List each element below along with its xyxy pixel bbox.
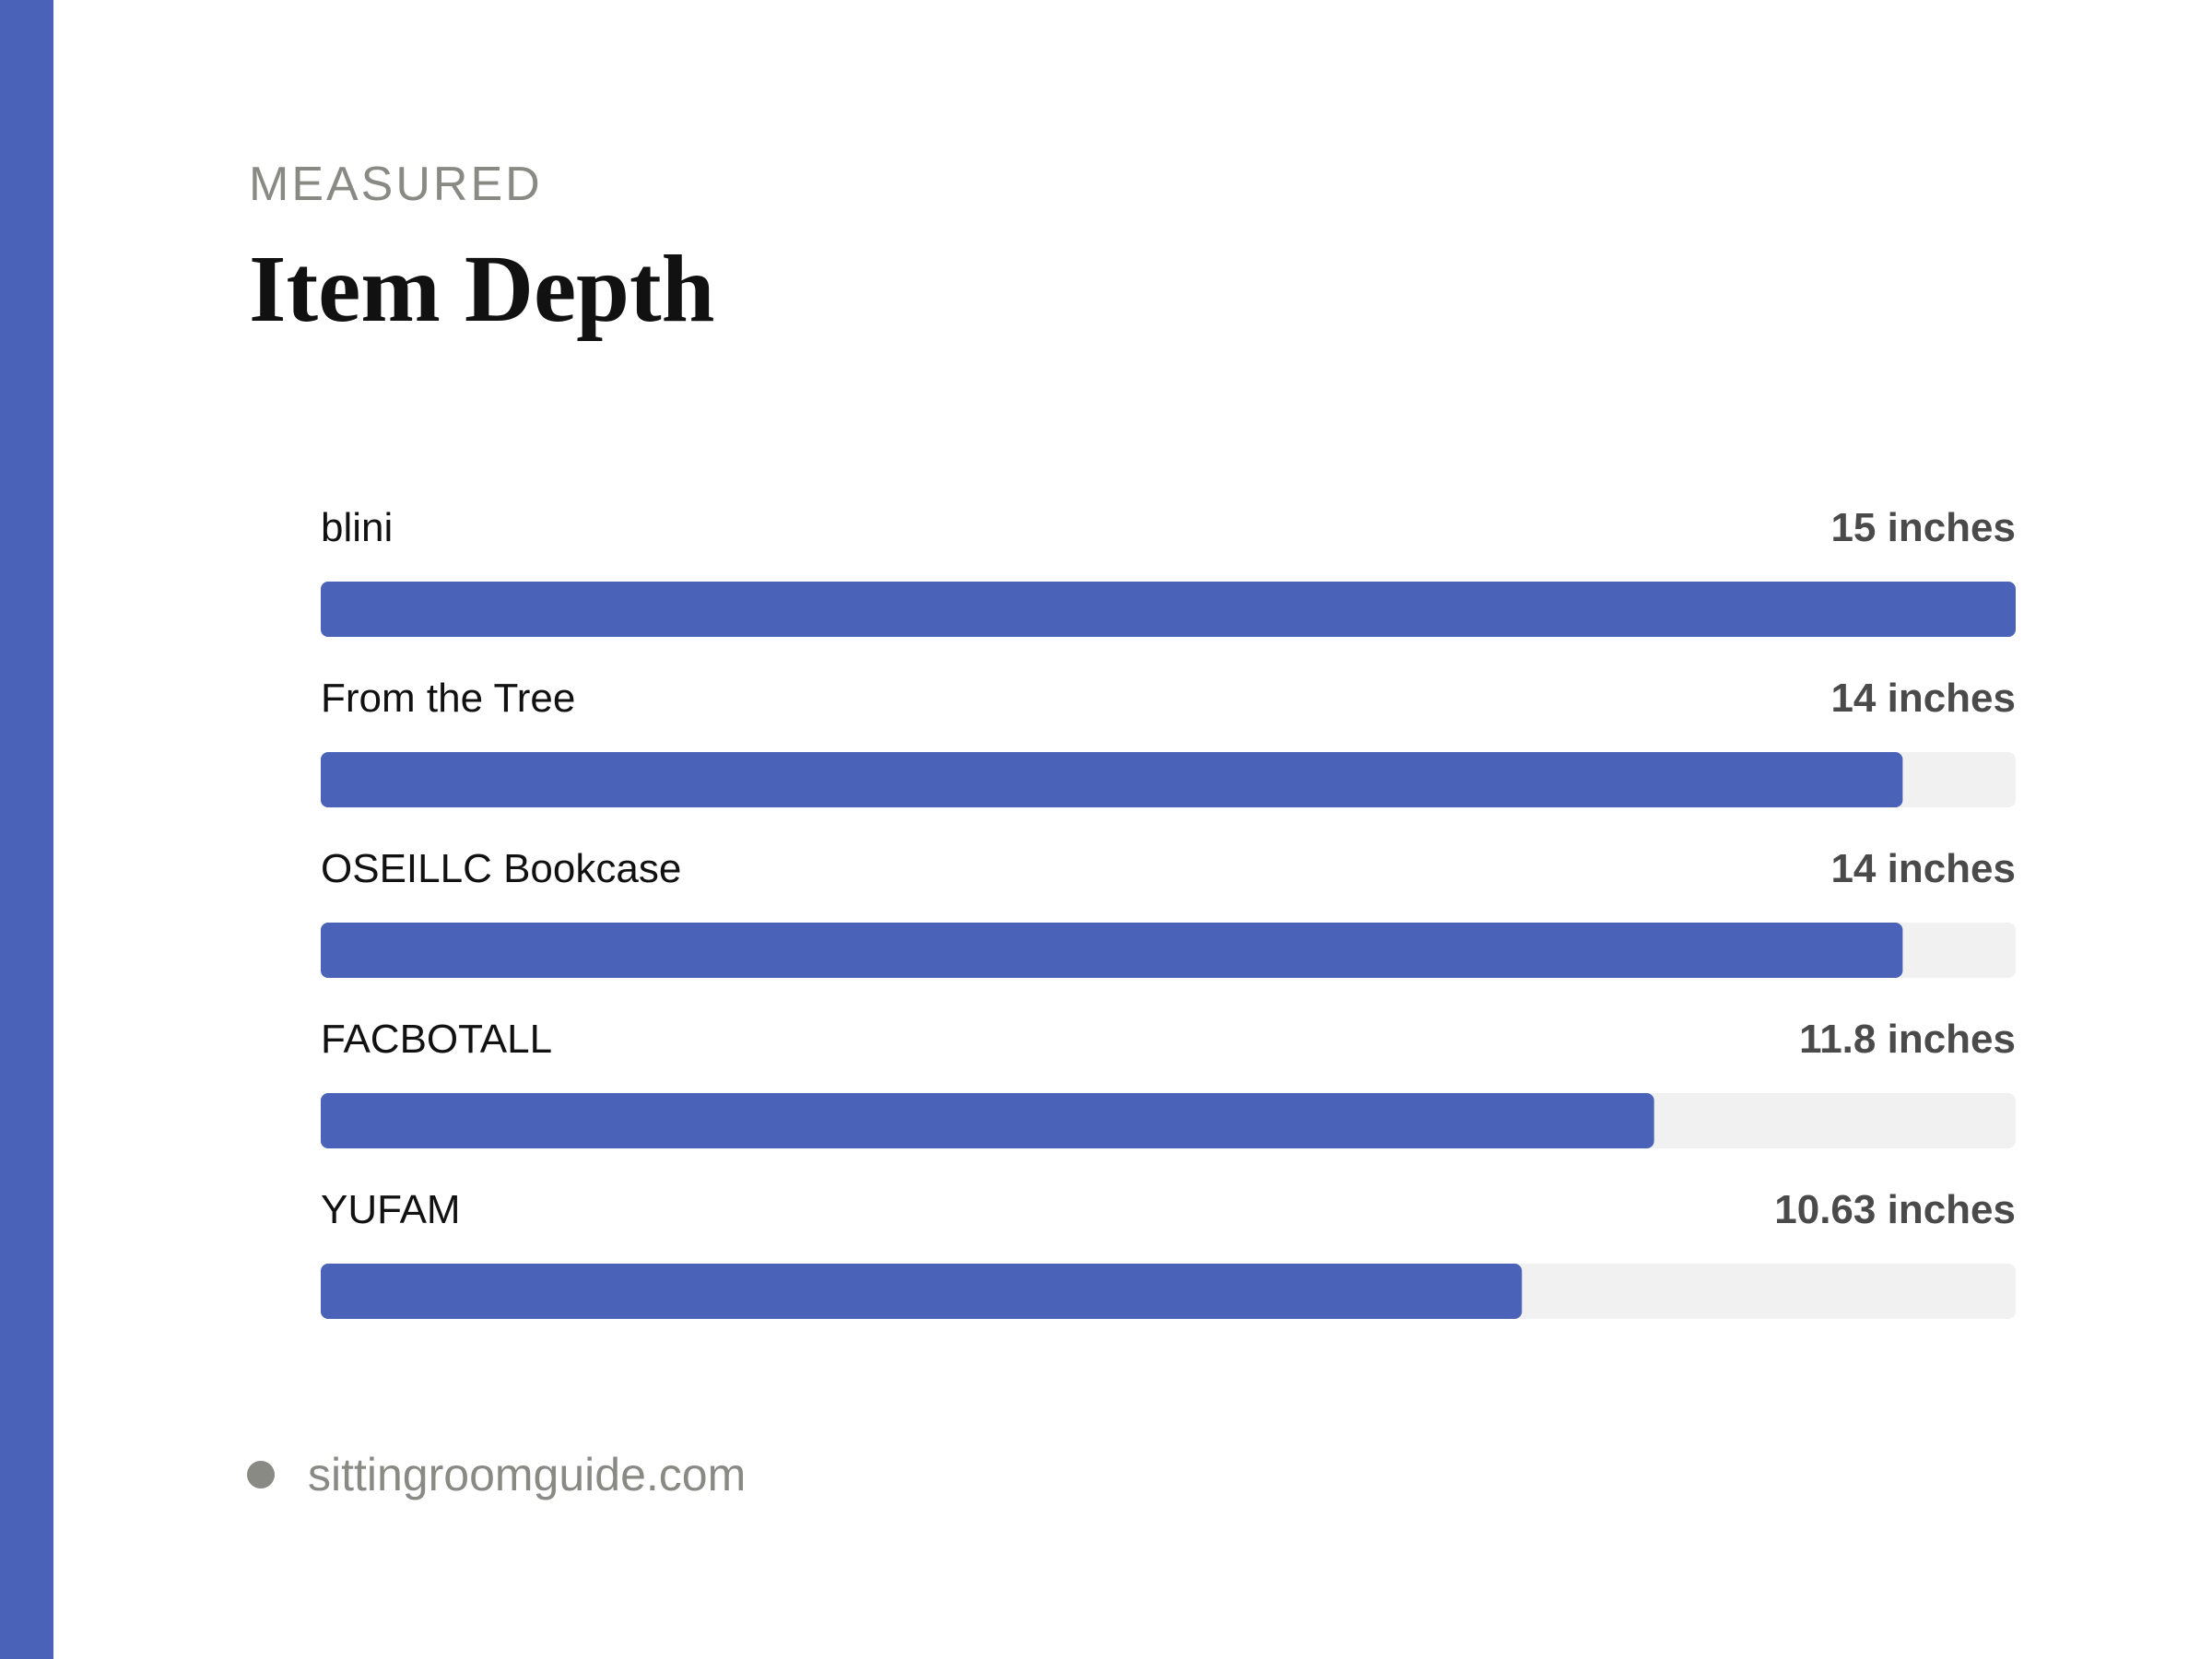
source-footer: sittingroomguide.com xyxy=(247,1447,746,1502)
bar-value-label: 14 inches xyxy=(1830,676,2016,721)
bar-fill xyxy=(321,923,1903,978)
bar-value-label: 11.8 inches xyxy=(1799,1017,2016,1062)
bullet-dot-icon xyxy=(247,1461,275,1488)
bar-value-label: 15 inches xyxy=(1830,505,2016,550)
bar-category-label: blini xyxy=(321,505,393,550)
bar-fill xyxy=(321,1264,1523,1319)
bar-value-label: 14 inches xyxy=(1830,846,2016,891)
bar-category-label: From the Tree xyxy=(321,676,575,721)
bar-fill xyxy=(321,582,2016,637)
chart-eyebrow: MEASURED xyxy=(249,158,543,211)
accent-strip xyxy=(0,0,53,1659)
chart-title: Item Depth xyxy=(249,236,715,342)
bar-category-label: OSEILLC Bookcase xyxy=(321,846,681,891)
bar-category-label: YUFAM xyxy=(321,1187,461,1232)
source-link[interactable]: sittingroomguide.com xyxy=(308,1449,747,1500)
bar-category-label: FACBOTALL xyxy=(321,1017,552,1062)
bar-value-label: 10.63 inches xyxy=(1774,1187,2016,1232)
bar-fill xyxy=(321,1093,1654,1148)
bar-fill xyxy=(321,752,1903,807)
